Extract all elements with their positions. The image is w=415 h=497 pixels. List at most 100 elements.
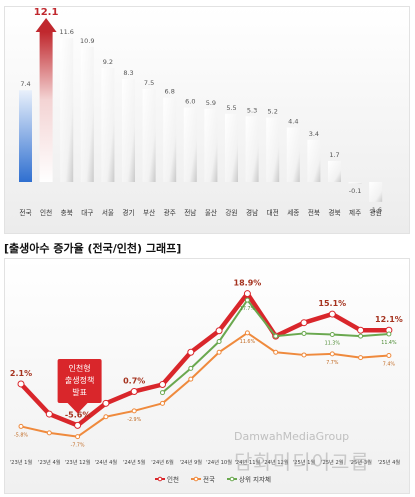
series-point-2-9: [273, 333, 279, 339]
x-tick-label-2: '23년 12월: [65, 458, 91, 466]
bar-value-label-15: 1.7: [329, 151, 339, 159]
bar-4: [101, 67, 115, 182]
legend-marker-2: [229, 476, 235, 482]
bar-category-label-3: 대구: [81, 209, 93, 217]
series-point-0-0: [17, 380, 25, 388]
bar-10: [225, 113, 238, 182]
bar-value-label-6: 7.5: [144, 79, 154, 87]
bar-13: [286, 127, 300, 182]
bar-value-label-0: 7.4: [20, 80, 30, 88]
bar-category-label-13: 세종: [287, 208, 299, 217]
x-tick-label-10: '25년 1월: [293, 458, 316, 466]
bar-value-label-17: -1.6: [369, 206, 382, 214]
series-label-0-8: 18.9%: [234, 279, 262, 288]
series-point-0-12: [357, 326, 365, 334]
x-tick-label-13: '25년 4월: [378, 458, 401, 466]
bar-category-label-8: 전남: [184, 208, 196, 217]
line-chart-panel: '23년 1월 '23년 4월 '23년 12월 '24년 4월 '24년 5월 '24년…: [4, 258, 410, 494]
bar-value-label-14: 3.4: [309, 130, 319, 138]
x-tick-label-4: '24년 5월: [123, 458, 146, 466]
bar-category-label-10: 강원: [225, 208, 237, 217]
bar-chart: 7.4 전국 12.1 인천 11.6 충북 10.9 대구 9.2 서울 8.3 경기 7.5 부산 6.…: [19, 7, 383, 217]
bar-chart-panel: 7.4 전국 12.1 인천 11.6 충북 10.9 대구 9.2 서울 8.3 경기 7.5 부산 6.…: [4, 6, 410, 234]
bar-value-label-12: 5.2: [268, 108, 278, 116]
bar-value-label-3: 10.9: [80, 37, 94, 45]
bar-category-label-9: 울산: [205, 208, 217, 217]
series-point-1-2: [75, 434, 81, 440]
bar-11: [245, 116, 259, 182]
x-tick-label-11: '25년 2월: [321, 458, 344, 466]
series-point-0-10: [300, 319, 308, 327]
series-line-0: [19, 291, 389, 428]
series-point-2-12: [358, 333, 364, 339]
series-point-0-6: [187, 348, 195, 356]
x-tick-label-1: '23년 4월: [38, 458, 61, 466]
bar-category-label-16: 제주: [349, 209, 361, 217]
x-tick-label-7: '24년 10월: [206, 458, 232, 466]
bar-category-label-4: 서울: [102, 208, 114, 217]
x-tick-label-12: '25년 3월: [349, 458, 372, 466]
bar-category-label-0: 전국: [19, 208, 31, 217]
policy-annotation-box: [57, 359, 102, 403]
bar-1: [39, 31, 53, 183]
series-point-1-8: [244, 330, 250, 336]
series-point-0-1: [45, 410, 53, 418]
x-tick-label-3: '24년 4월: [95, 458, 118, 466]
series-point-1-3: [103, 414, 109, 420]
bar-16: [348, 182, 362, 184]
x-tick-label-8: '24년 11월: [234, 458, 260, 466]
annotation-arrow-icon: [67, 403, 88, 414]
series-point-2-10: [301, 330, 307, 336]
series-point-1-6: [188, 376, 194, 382]
series-point-1-7: [216, 349, 222, 355]
annotation-text-1: 출생정책: [65, 375, 94, 385]
x-tick-label-6: '24년 9월: [180, 458, 203, 466]
x-tick-label-9: '24년 12월: [263, 458, 289, 466]
bar-category-label-17: 광원: [370, 208, 382, 217]
series-point-2-11: [329, 332, 335, 338]
bar-12: [266, 117, 280, 182]
series-point-1-13: [386, 352, 392, 358]
annotation-text-0: 인천형: [69, 363, 91, 373]
series-point-1-5: [160, 400, 165, 406]
bar-value-label-9: 5.9: [206, 99, 216, 107]
series-label-0-13: 12.1%: [375, 315, 403, 324]
bar-value-label-2: 11.6: [59, 28, 73, 36]
series-point-2-8: [244, 297, 250, 303]
bar-14: [307, 139, 321, 182]
x-tick-label-5: '24년 6월: [151, 458, 174, 466]
bar-category-label-12: 대전: [267, 208, 279, 217]
line-chart: '23년 1월 '23년 4월 '23년 12월 '24년 4월 '24년 5월 '24년…: [10, 279, 403, 484]
series-point-1-12: [358, 355, 364, 361]
series-label-1-13: 7.4%: [383, 361, 396, 367]
series-point-1-4: [131, 408, 137, 414]
series-point-1-1: [46, 430, 52, 436]
series-label-1-0: -5.8%: [14, 432, 28, 438]
bar-category-label-2: 충북: [61, 208, 73, 217]
bar-value-label-8: 6.0: [185, 98, 195, 106]
bar-3: [80, 46, 94, 183]
bar-5: [122, 79, 135, 182]
bar-0: [19, 90, 32, 182]
series-point-0-5: [159, 381, 166, 388]
legend-marker-1: [193, 476, 199, 482]
series-label-1-4: -2.9%: [127, 417, 141, 423]
bar-15: [328, 160, 341, 182]
bar-8: [183, 107, 197, 182]
series-label-0-11: 15.1%: [318, 299, 346, 308]
bar-17: [369, 182, 383, 202]
bar-value-label-5: 8.3: [123, 69, 133, 77]
bar-value-label-11: 5.3: [247, 106, 257, 114]
legend-label-2: 상위 지자체: [239, 475, 271, 484]
bar-9: [204, 108, 218, 182]
bar-6: [142, 89, 156, 182]
series-label-2-8: 17.7%: [240, 306, 256, 312]
series-point-2-7: [216, 339, 222, 344]
x-tick-label-0: '23년 1월: [10, 458, 33, 466]
series-label-0-2: -5.6%: [65, 410, 91, 419]
series-point-2-5: [160, 390, 165, 396]
series-point-0-2: [74, 421, 82, 429]
series-point-0-4: [130, 387, 138, 395]
bar-category-label-11: 경남: [246, 208, 258, 217]
bar-value-label-1: 12.1: [34, 7, 59, 18]
